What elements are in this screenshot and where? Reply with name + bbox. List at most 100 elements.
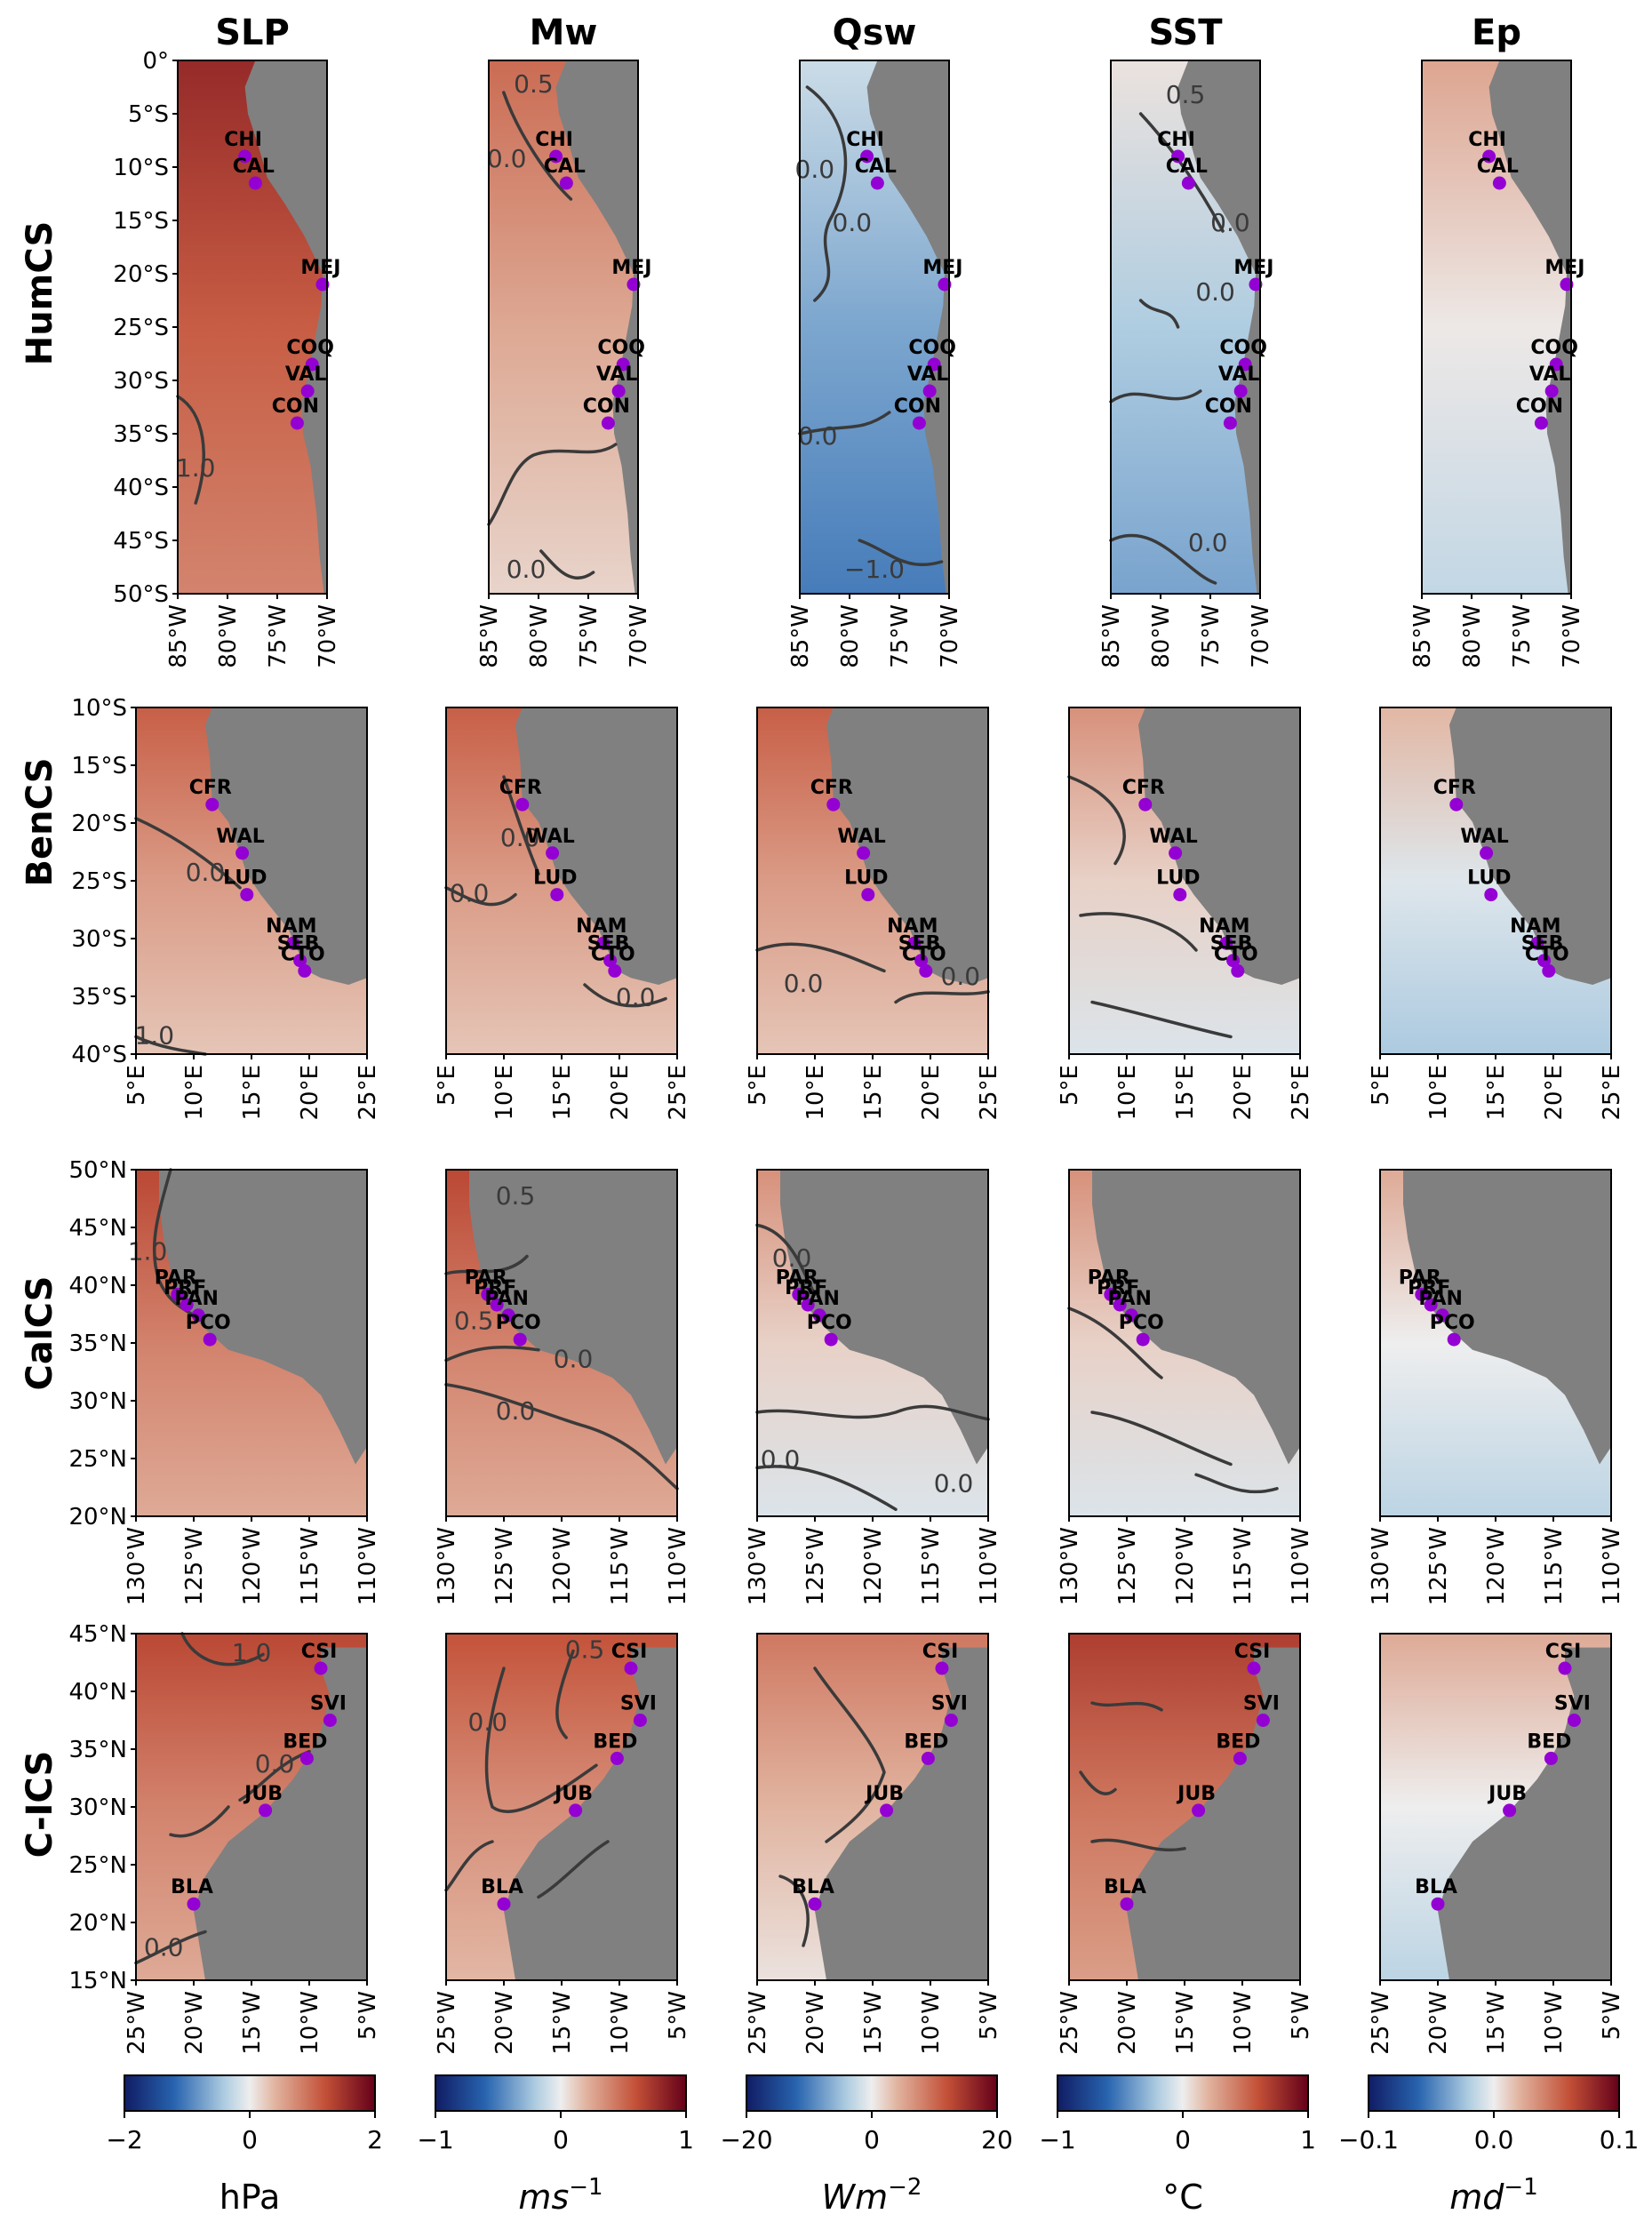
x-tick-label: 70°W — [1248, 604, 1274, 668]
station-label-svi: SVI — [620, 1693, 657, 1715]
land-mask — [1403, 1170, 1611, 1465]
station-label-par: PAR — [1088, 1267, 1130, 1289]
station-label-pan: PAN — [484, 1288, 529, 1310]
contour-label: 0.0 — [1210, 208, 1250, 237]
station-marker-jub — [1503, 1803, 1517, 1818]
station-marker-chi — [238, 149, 252, 164]
station-marker-cfr — [205, 797, 219, 811]
station-marker-csi — [1558, 1661, 1572, 1675]
contour-label: 0.0 — [833, 208, 873, 237]
station-label-lud: LUD — [844, 867, 888, 890]
station-marker-cal — [248, 176, 262, 190]
station-marker-jub — [1192, 1803, 1206, 1818]
station-marker-par — [481, 1287, 495, 1301]
station-label-prf: PRF — [164, 1277, 206, 1299]
y-tick-label: 40°N — [68, 1273, 127, 1299]
panel-c-ics-mw: 0.5 0.0 CSI SVI BED JUB BLA 25°W 20°W 15°W 10°W 5°W — [434, 1633, 691, 2055]
y-tick-label: 25°S — [113, 315, 169, 341]
contour-label: 0.0 — [798, 421, 838, 451]
land-mask — [1127, 1647, 1300, 1980]
contour-line — [1109, 112, 1225, 585]
station-marker-pan — [191, 1308, 205, 1323]
land-mask — [815, 1647, 988, 1980]
station-label-pco: PCO — [807, 1312, 852, 1334]
station-marker-nam — [907, 936, 922, 950]
station-marker-csi — [1247, 1661, 1261, 1675]
station-marker-cal — [559, 176, 573, 190]
contour-label: 0.0 — [1195, 277, 1235, 307]
station-marker-pan — [1124, 1308, 1138, 1323]
y-tick-label: 50°N — [68, 1157, 127, 1184]
station-marker-par — [171, 1287, 185, 1301]
station-label-pan: PAN — [1107, 1288, 1152, 1310]
x-tick-label: 15°W — [860, 1991, 887, 2055]
colorbar-bar — [1368, 2074, 1620, 2112]
station-marker-csi — [624, 1661, 638, 1675]
y-tick-label: 35°N — [68, 1737, 127, 1763]
panel-c-ics-sst: CSI SVI BED JUB BLA 25°W 20°W 15°W 10°W 5°W — [1057, 1633, 1314, 2055]
y-tick-label: 15°N — [68, 1968, 127, 1994]
station-label-bla: BLA — [792, 1876, 834, 1898]
station-marker-par — [1104, 1287, 1118, 1301]
station-label-mej: MEJ — [1544, 257, 1584, 279]
contour-line — [1067, 1307, 1279, 1494]
station-marker-nam — [1219, 936, 1233, 950]
x-tick-label: 120°W — [1172, 1527, 1199, 1605]
station-label-par: PAR — [155, 1267, 197, 1289]
station-label-chi: CHI — [846, 129, 884, 151]
land-mask — [159, 1170, 367, 1465]
land-mask — [1488, 60, 1571, 594]
station-marker-nam — [1530, 936, 1544, 950]
station-marker-pco — [1447, 1332, 1461, 1347]
colorbar-tick-label: −20 — [720, 2125, 772, 2154]
station-marker-lud — [240, 888, 254, 902]
station-marker-jub — [259, 1803, 273, 1818]
station-label-val: VAL — [596, 364, 638, 386]
contour-line — [487, 91, 618, 579]
station-marker-pco — [824, 1332, 838, 1347]
colorbar-qsw: −20 0 20 Wm−2 — [720, 2074, 1013, 2217]
station-label-svi: SVI — [1243, 1693, 1280, 1715]
station-label-cfr: CFR — [1433, 777, 1476, 799]
station-label-seb: SEB — [898, 933, 941, 955]
station-label-nam: NAM — [1510, 915, 1560, 938]
x-tick-label: 80°W — [837, 604, 864, 668]
x-tick-label: 15°W — [549, 1991, 576, 2055]
station-marker-val — [1544, 384, 1559, 398]
station-marker-mej — [938, 277, 952, 292]
contour-line — [755, 1223, 990, 1511]
land-mask — [244, 60, 327, 594]
station-marker-bed — [299, 1751, 314, 1765]
x-tick-label: 25°W — [1368, 1991, 1394, 2055]
x-tick-label: 5°W — [1599, 1991, 1625, 2040]
contour-label: 0.0 — [772, 1243, 812, 1273]
station-marker-prf — [180, 1298, 194, 1312]
x-tick-label: 25°W — [1057, 1991, 1083, 2055]
panel-c-ics-qsw: CSI SVI BED JUB BLA 25°W 20°W 15°W 10°W 5°W — [745, 1633, 1002, 2055]
station-marker-cfr — [826, 797, 841, 811]
x-tick-label: 20°E — [297, 1065, 323, 1121]
station-marker-mej — [315, 277, 330, 292]
panel-frame — [1110, 60, 1261, 595]
x-tick-label: 10°E — [1425, 1065, 1452, 1121]
station-marker-val — [300, 384, 315, 398]
station-marker-nam — [596, 936, 611, 950]
contour-label: 0.0 — [761, 1444, 801, 1474]
station-label-prf: PRF — [785, 1277, 827, 1299]
contour-line — [134, 1632, 311, 1965]
x-tick-label: 20°W — [491, 1991, 518, 2055]
station-marker-coq — [1238, 357, 1252, 372]
x-tick-label: 25°W — [434, 1991, 460, 2055]
station-marker-pan — [1435, 1308, 1449, 1323]
station-marker-cal — [1181, 176, 1195, 190]
station-label-lud: LUD — [223, 867, 267, 890]
station-marker-jub — [569, 1803, 583, 1818]
station-marker-wal — [235, 846, 250, 860]
station-label-chi: CHI — [535, 129, 573, 151]
row-label-c-ics: C-ICS — [20, 1751, 60, 1858]
station-marker-lud — [550, 888, 564, 902]
